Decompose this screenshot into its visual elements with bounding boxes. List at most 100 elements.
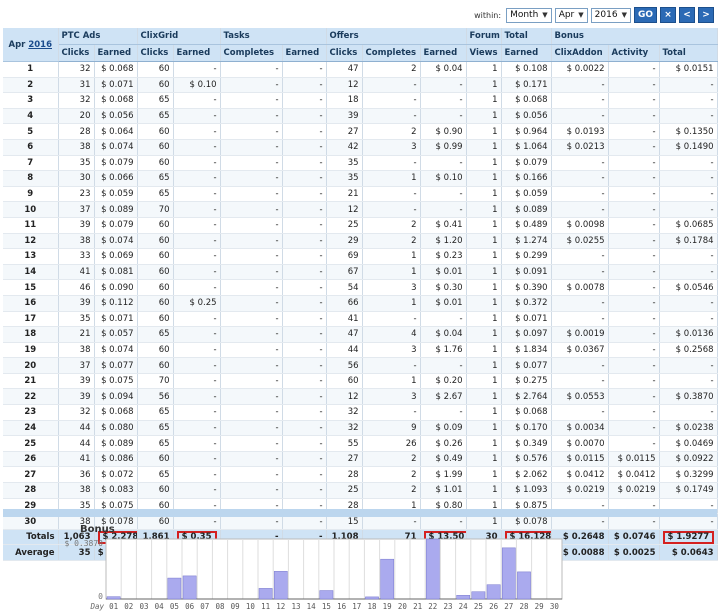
table-cell: 1 (466, 451, 502, 468)
table-cell: - (551, 373, 609, 390)
table-cell: - (220, 420, 283, 437)
row-label: 27 (3, 466, 59, 484)
table-cell: $ 0.090 (94, 279, 138, 296)
table-cell: - (362, 92, 421, 109)
table-cell: - (420, 155, 467, 172)
table-cell: $ 0.3870 (659, 388, 718, 406)
table-cell: - (659, 264, 718, 281)
table-cell: $ 0.489 (501, 217, 552, 234)
table-cell: - (659, 357, 718, 374)
group-bonus: Bonus (551, 28, 718, 45)
table-cell: 32 (326, 404, 363, 421)
table-cell: $ 0.90 (420, 123, 467, 140)
table-cell: $ 0.071 (94, 311, 138, 328)
row-label: Average (3, 544, 59, 561)
table-cell: 1 (362, 170, 421, 187)
x-tick-label: 24 (459, 602, 469, 611)
table-cell: $ 0.23 (420, 248, 467, 265)
month-select[interactable]: Apr ▼ (554, 7, 588, 23)
table-cell: - (173, 435, 221, 452)
table-cell: $ 0.071 (501, 311, 552, 328)
table-row: 17 35 $ 0.071 60- - -41- -1 $ 0.071- - - (3, 311, 718, 328)
table-row: 3 32 $ 0.068 65- - -18- -1 $ 0.068- - - (3, 92, 718, 109)
table-cell: 65 (137, 108, 174, 125)
table-cell: 60 (137, 295, 174, 312)
table-cell: 28 (326, 466, 363, 484)
year-link[interactable]: 2016 (28, 39, 52, 50)
go-button[interactable]: GO (633, 7, 657, 23)
table-cell: 65 (137, 326, 174, 343)
table-cell: 35 (326, 155, 363, 172)
table-cell: 60 (137, 123, 174, 140)
table-cell: 35 (58, 155, 95, 172)
table-cell: - (362, 77, 421, 94)
table-cell: - (551, 357, 609, 374)
x-tick-label: 10 (246, 602, 256, 611)
table-cell: - (282, 186, 327, 203)
table-cell: $ 0.0115 (608, 451, 660, 468)
month-label: Apr (8, 39, 26, 50)
table-cell: $ 0.068 (501, 92, 552, 109)
row-label: 26 (3, 451, 59, 468)
table-cell: - (282, 295, 327, 312)
table-cell: - (220, 342, 283, 359)
table-cell: $ 0.0546 (659, 279, 718, 296)
table-cell: - (608, 201, 660, 218)
table-cell: $ 0.0412 (551, 466, 609, 484)
x-tick-label: 23 (443, 602, 452, 611)
table-cell: 1 (466, 513, 502, 530)
table-cell: - (551, 248, 609, 265)
year-select[interactable]: 2016 ▼ (590, 7, 631, 23)
table-cell: 44 (58, 420, 95, 437)
table-cell: - (220, 435, 283, 452)
table-row: 22 39 $ 0.094 56- - -12 3 $ 2.67 1 $ 2.764 $ 0.055… (3, 388, 718, 406)
next-button[interactable]: > (698, 7, 714, 23)
row-label: 6 (3, 139, 59, 156)
table-row: 18 21 $ 0.057 65- - -47 4 $ 0.04 1 $ 0.097 $ 0.001… (3, 326, 718, 343)
group-offers: Offers (326, 28, 467, 45)
row-label: 16 (3, 295, 59, 312)
table-cell: - (659, 186, 718, 203)
table-cell: $ 1.834 (501, 342, 552, 359)
col-clixaddon: ClixAddon (551, 44, 609, 62)
prev-button[interactable]: < (679, 7, 695, 23)
chart-bar (365, 596, 379, 600)
table-cell: - (362, 108, 421, 125)
col-offers-earned: Earned (420, 44, 467, 62)
table-cell: $ 0.0088 (551, 544, 609, 561)
table-cell: $ 0.2648 (551, 529, 609, 546)
table-cell: $ 0.064 (94, 123, 138, 140)
table-cell: 1 (466, 186, 502, 203)
table-cell: $ 0.0746 (608, 529, 660, 546)
month-select-value: Apr (558, 10, 575, 20)
table-row: 26 41 $ 0.086 60- - -27 2 $ 0.49 1 $ 0.576 $ 0.011… (3, 451, 718, 468)
table-cell: 18 (326, 92, 363, 109)
table-cell: $ 0.372 (501, 295, 552, 312)
year-select-value: 2016 (594, 10, 618, 20)
table-cell: 1 (466, 92, 502, 109)
close-icon[interactable]: × (660, 7, 676, 23)
x-tick-label: 12 (276, 602, 285, 611)
table-cell: 54 (326, 279, 363, 296)
period-select[interactable]: Month ▼ (506, 7, 552, 23)
table-cell: 41 (58, 451, 95, 468)
table-cell: - (608, 155, 660, 172)
chart-bar (167, 577, 182, 600)
table-cell: $ 0.41 (420, 217, 467, 234)
table-cell: 1 (466, 77, 502, 94)
table-cell: 1 (362, 373, 421, 390)
table-cell: 25 (326, 217, 363, 234)
table-cell: $ 0.166 (501, 170, 552, 187)
table-cell: $ 0.0685 (659, 217, 718, 234)
table-cell: $ 0.0412 (608, 466, 660, 484)
table-cell: 21 (58, 326, 95, 343)
table-cell: $ 0.079 (94, 217, 138, 234)
table-cell: - (420, 404, 467, 421)
table-cell: 60 (137, 139, 174, 156)
table-cell: $ 0.091 (501, 264, 552, 281)
table-cell: $ 0.0553 (551, 388, 609, 406)
table-cell: $ 0.0238 (659, 420, 718, 437)
table-cell: - (173, 404, 221, 421)
table-cell: $ 0.068 (94, 404, 138, 421)
table-cell: - (220, 170, 283, 187)
